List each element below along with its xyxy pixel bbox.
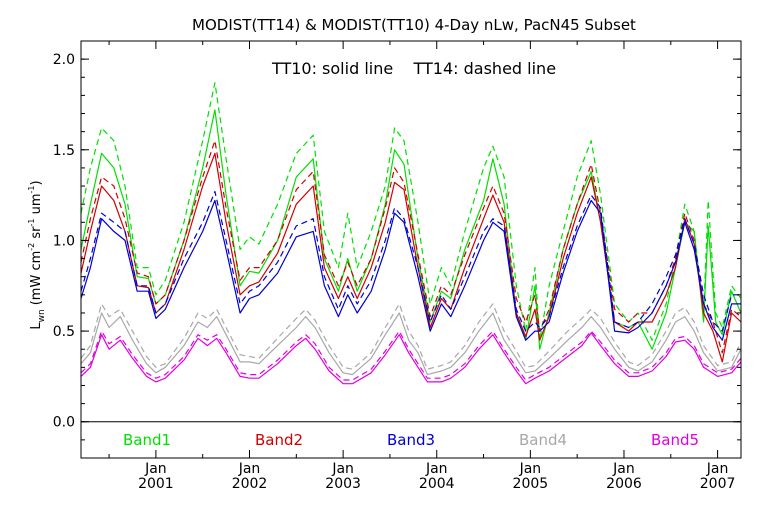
axes: 0.00.51.01.52.0Jan2001Jan2002Jan2003Jan2…: [53, 40, 742, 492]
x-tick-month: Jan: [331, 461, 354, 477]
ylabel-close: ): [29, 180, 44, 185]
x-tick-month: Jan: [144, 461, 167, 477]
band5-tt14-line: [80, 330, 742, 381]
ylabel-base: L: [29, 322, 44, 330]
band5-tt10-line: [80, 332, 742, 385]
band1-tt10-line: [80, 109, 742, 350]
ylabel-exp1: -2: [27, 243, 36, 251]
x-tick-year: 2005: [513, 476, 549, 492]
band4-tt14-line: [80, 303, 742, 370]
ylabel-units: (mW cm: [29, 251, 44, 306]
x-tick-month: Jan: [706, 461, 729, 477]
ylabel-mid2: um: [29, 193, 44, 218]
y-axis-label: Lwn(mW cm-2 sr-1 um-1): [27, 180, 47, 329]
band4-tt10-line: [80, 312, 742, 376]
band3-tt10-line: [80, 199, 741, 341]
x-tick-year: 2006: [606, 476, 642, 492]
line-style-annotation: TT10: solid line TT14: dashed line: [271, 59, 556, 78]
legend-band1: Band1: [123, 431, 171, 449]
ylabel-mid1: sr: [29, 226, 44, 243]
series-lines: [80, 82, 742, 385]
y-tick-label: 0.0: [53, 415, 75, 431]
y-tick-label: 1.5: [53, 143, 75, 159]
y-tick-label: 1.0: [53, 233, 75, 249]
x-tick-year: 2004: [419, 476, 455, 492]
x-tick-month: Jan: [612, 461, 635, 477]
y-axis-label-text: Lwn(mW cm-2 sr-1 um-1): [27, 180, 47, 329]
legend-band3: Band3: [387, 431, 435, 449]
y-tick-label: 2.0: [53, 52, 75, 68]
x-tick-month: Jan: [519, 461, 542, 477]
x-tick-month: Jan: [425, 461, 448, 477]
legend-band2: Band2: [255, 431, 303, 449]
band2-tt14-line: [80, 140, 742, 354]
legend: Band1 Band2 Band3 Band4 Band5: [123, 431, 699, 449]
plot-frame: [80, 40, 742, 459]
band2-tt10-line: [80, 152, 742, 363]
legend-band5: Band5: [651, 431, 699, 449]
y-tick-label: 0.5: [53, 324, 75, 340]
band3-tt14-line: [80, 190, 741, 332]
x-tick-year: 2001: [138, 476, 174, 492]
x-tick-year: 2007: [700, 476, 736, 492]
x-tick-year: 2003: [325, 476, 361, 492]
ylabel-sub: wn: [37, 309, 47, 322]
band1-tt14-line: [80, 82, 742, 341]
x-tick-month: Jan: [238, 461, 261, 477]
x-tick-year: 2002: [232, 476, 268, 492]
ylabel-exp3: -1: [27, 185, 36, 193]
legend-band4: Band4: [519, 431, 567, 449]
ylabel-exp2: -1: [27, 219, 36, 227]
chart-title: MODIST(TT14) & MODIST(TT10) 4-Day nLw, P…: [192, 16, 636, 34]
